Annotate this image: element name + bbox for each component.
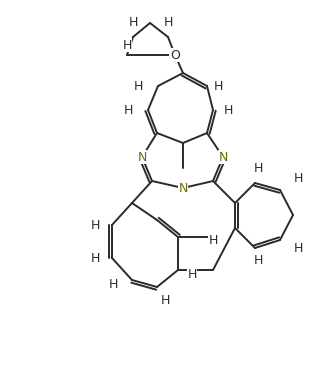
Text: H: H	[108, 278, 118, 292]
Text: O: O	[170, 49, 180, 62]
Text: H: H	[293, 172, 303, 185]
Text: H: H	[163, 16, 173, 29]
Text: H: H	[90, 252, 100, 265]
Text: N: N	[218, 151, 228, 163]
Text: H: H	[133, 80, 143, 93]
Text: H: H	[160, 294, 170, 307]
Text: H: H	[253, 254, 263, 267]
Text: H: H	[123, 103, 133, 116]
Text: H: H	[253, 162, 263, 174]
Text: H: H	[128, 16, 138, 29]
Text: H: H	[293, 241, 303, 254]
Text: N: N	[178, 181, 188, 194]
Text: H: H	[213, 80, 223, 93]
Text: H: H	[208, 234, 218, 247]
Text: H: H	[122, 38, 132, 51]
Text: H: H	[187, 269, 197, 281]
Text: N: N	[137, 151, 147, 163]
Text: H: H	[90, 218, 100, 232]
Text: H: H	[223, 103, 233, 116]
